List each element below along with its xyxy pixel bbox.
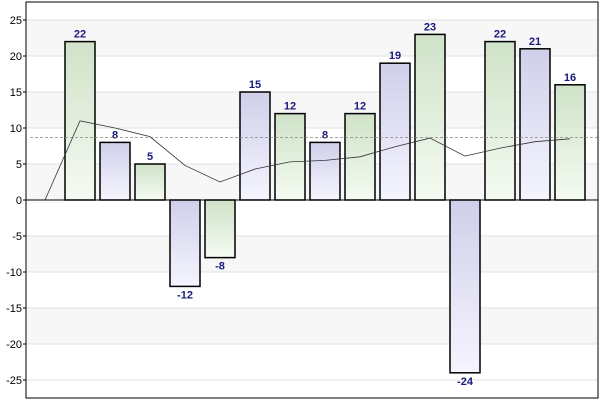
bar [554, 84, 586, 201]
y-tick-label: -25 [6, 375, 22, 387]
bar [134, 163, 166, 201]
bar [414, 33, 446, 201]
data-label: -12 [177, 289, 193, 301]
bar [274, 112, 306, 201]
y-tick-label: 15 [10, 87, 22, 99]
bar [484, 40, 516, 201]
plot-frame [25, 1, 599, 399]
y-axis: -25 -20 -15 -10 -5 0 5 10 15 20 25 [6, 15, 26, 387]
data-label: 23 [424, 21, 436, 33]
band [26, 308, 598, 344]
data-label: 15 [249, 79, 261, 91]
y-tick-label: 5 [16, 159, 22, 171]
y-tick-label: -10 [6, 267, 22, 279]
data-label: 22 [74, 29, 86, 41]
data-label: -8 [215, 261, 225, 273]
data-label: 12 [354, 101, 366, 113]
y-tick-label: 0 [16, 195, 22, 207]
data-label: 8 [112, 129, 118, 141]
data-label: 12 [284, 101, 296, 113]
data-label: 16 [564, 72, 576, 84]
data-label: 22 [494, 29, 506, 41]
y-tick-label: -15 [6, 303, 22, 315]
y-tick-label: 25 [10, 15, 22, 27]
trend-line [44, 120, 571, 201]
bar [204, 199, 236, 259]
y-tick-label: -5 [12, 231, 22, 243]
y-tick-label: -20 [6, 339, 22, 351]
y-tick-label: 20 [10, 51, 22, 63]
bar [169, 199, 201, 288]
y-tick-label: 10 [10, 123, 22, 135]
data-label: 5 [147, 151, 153, 163]
bar [239, 91, 271, 201]
bar [519, 48, 551, 201]
bar [449, 199, 481, 374]
bar [309, 141, 341, 201]
bar [379, 62, 411, 201]
data-label: 19 [389, 50, 401, 62]
data-label: 21 [529, 36, 541, 48]
band [26, 236, 598, 272]
data-label: 8 [322, 129, 328, 141]
data-labels: 22 8 5 -12 -8 15 12 8 12 19 23 -24 22 21 16 [74, 21, 576, 387]
data-label: -24 [457, 376, 474, 388]
bar [99, 141, 131, 201]
